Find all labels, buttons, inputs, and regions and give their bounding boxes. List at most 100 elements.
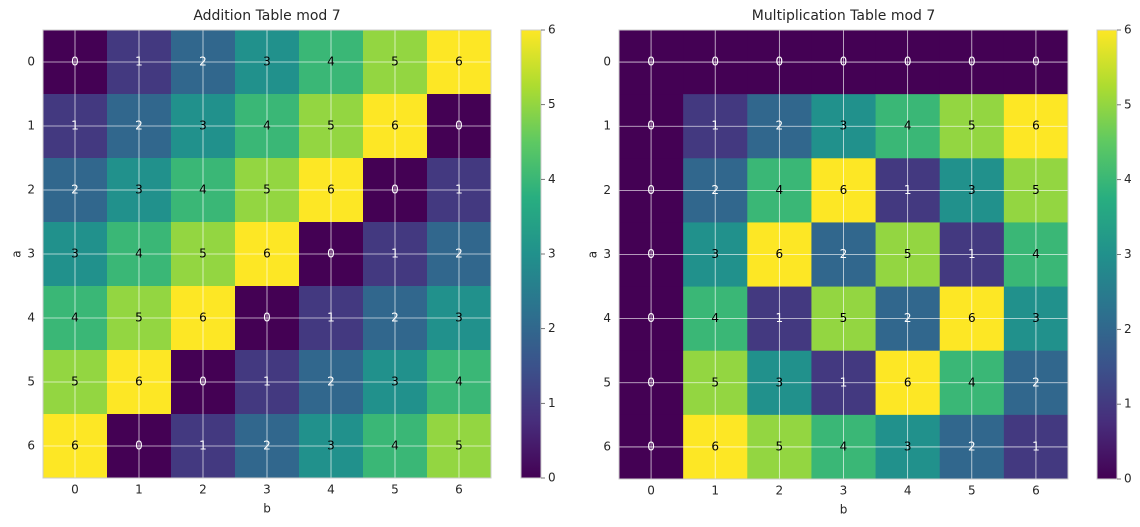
cell-label: 5 (904, 247, 912, 261)
cell-label: 0 (327, 247, 335, 261)
y-tick-label: 1 (603, 119, 611, 133)
x-tick-label: 1 (711, 484, 719, 498)
chart-title: Addition Table mod 7 (193, 8, 340, 24)
colorbar-tick-label: 1 (1124, 397, 1132, 411)
y-tick-label: 0 (27, 55, 35, 69)
x-tick-label: 0 (647, 484, 655, 498)
colorbar-tick-label: 2 (1124, 322, 1132, 336)
cell-label: 5 (711, 375, 719, 389)
cell-label: 0 (647, 311, 655, 325)
cell-label: 2 (840, 247, 848, 261)
y-tick-label: 2 (27, 183, 35, 197)
y-tick-label: 1 (27, 119, 35, 133)
cell-label: 2 (263, 439, 271, 453)
cell-label: 0 (135, 439, 143, 453)
cell-label: 1 (776, 311, 784, 325)
colorbar-tick-label: 0 (548, 471, 556, 485)
cell-label: 1 (904, 183, 912, 197)
cell-label: 5 (455, 439, 463, 453)
cell-label: 2 (455, 247, 463, 261)
cell-label: 0 (199, 375, 207, 389)
cell-label: 3 (135, 183, 143, 197)
cell-label: 6 (711, 439, 719, 453)
cell-label: 3 (199, 119, 207, 133)
cell-label: 0 (711, 55, 719, 69)
y-tick-label: 6 (603, 439, 611, 453)
cell-label: 6 (1032, 119, 1040, 133)
cell-label: 6 (391, 119, 399, 133)
cell-label: 5 (327, 119, 335, 133)
cell-label: 5 (1032, 183, 1040, 197)
cell-label: 1 (1032, 439, 1040, 453)
cell-label: 4 (327, 55, 335, 69)
colorbar-tick-label: 6 (1124, 23, 1132, 37)
cell-label: 4 (71, 311, 79, 325)
y-tick-label: 3 (603, 247, 611, 261)
y-tick-label: 4 (603, 311, 611, 325)
cell-label: 2 (135, 119, 143, 133)
colorbar-tick-label: 1 (548, 396, 556, 410)
colorbar (1096, 29, 1118, 480)
cell-label: 0 (455, 119, 463, 133)
colorbar (520, 29, 542, 479)
cell-label: 6 (455, 55, 463, 69)
x-tick-label: 1 (135, 483, 143, 497)
colorbar-tick-label: 4 (1124, 172, 1132, 186)
colorbar-tick-label: 2 (548, 321, 556, 335)
cell-label: 3 (327, 439, 335, 453)
cell-label: 1 (840, 375, 848, 389)
cell-label: 2 (711, 183, 719, 197)
cell-label: 6 (263, 247, 271, 261)
cell-label: 0 (968, 55, 976, 69)
x-tick-label: 5 (968, 484, 976, 498)
cell-label: 2 (199, 55, 207, 69)
chart-title: Multiplication Table mod 7 (752, 8, 936, 24)
y-tick-label: 6 (27, 439, 35, 453)
cell-label: 5 (968, 119, 976, 133)
x-axis-label: b (840, 503, 848, 517)
cell-label: 4 (776, 183, 784, 197)
colorbar-tick-label: 0 (1124, 472, 1132, 486)
cell-label: 2 (904, 311, 912, 325)
cell-label: 6 (327, 183, 335, 197)
cell-label: 6 (904, 375, 912, 389)
cell-label: 6 (135, 375, 143, 389)
cell-label: 6 (199, 311, 207, 325)
cell-label: 5 (71, 375, 79, 389)
cell-label: 0 (647, 183, 655, 197)
cell-label: 6 (840, 183, 848, 197)
cell-label: 2 (71, 183, 79, 197)
cell-label: 6 (776, 247, 784, 261)
x-axis-label: b (263, 502, 271, 516)
cell-label: 1 (327, 311, 335, 325)
cell-label: 0 (647, 55, 655, 69)
colorbar-tick-label: 3 (548, 247, 556, 261)
y-tick-label: 3 (27, 247, 35, 261)
cell-label: 4 (391, 439, 399, 453)
cell-label: 1 (135, 55, 143, 69)
cell-label: 6 (968, 311, 976, 325)
cell-label: 5 (263, 183, 271, 197)
cell-label: 4 (968, 375, 976, 389)
x-tick-label: 4 (327, 483, 335, 497)
y-tick-label: 4 (27, 311, 35, 325)
colorbar-tick-label: 3 (1124, 247, 1132, 261)
cell-label: 3 (904, 439, 912, 453)
cell-label: 1 (968, 247, 976, 261)
y-tick-label: 2 (603, 183, 611, 197)
cell-label: 1 (263, 375, 271, 389)
cell-label: 4 (711, 311, 719, 325)
cell-label: 0 (904, 55, 912, 69)
x-tick-label: 2 (776, 484, 784, 498)
cell-label: 1 (711, 119, 719, 133)
cell-label: 2 (327, 375, 335, 389)
cell-label: 3 (391, 375, 399, 389)
cell-label: 1 (455, 183, 463, 197)
cell-label: 5 (840, 311, 848, 325)
cell-label: 5 (391, 55, 399, 69)
cell-label: 0 (840, 55, 848, 69)
colorbar-tick-label: 4 (548, 172, 556, 186)
colorbar-tick-label: 6 (548, 23, 556, 37)
cell-label: 4 (455, 375, 463, 389)
